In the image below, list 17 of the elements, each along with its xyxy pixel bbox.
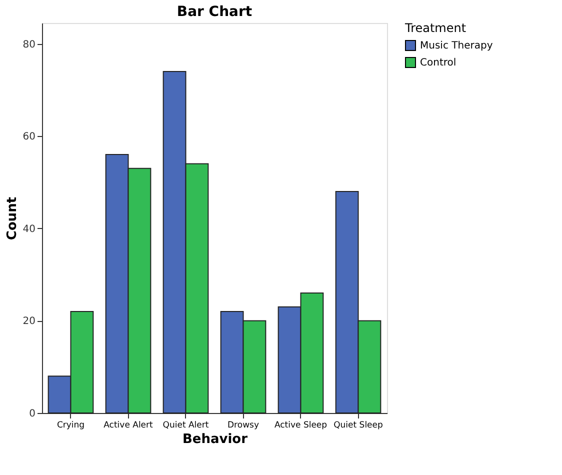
y-tick-label: 80 [22,39,36,50]
y-tick-label: 0 [29,408,36,420]
legend-label: Music Therapy [420,40,493,52]
x-tick-label: Active Alert [104,420,154,430]
legend-label: Control [420,58,456,68]
x-tick-label: Quiet Sleep [334,420,383,430]
y-tick-label: 20 [22,316,36,328]
x-tick-label: Quiet Alert [162,420,210,430]
x-tick-label: Active Sleep [274,420,328,430]
y-tick-label: 40 [22,224,36,235]
chart-title: Bar Chart [176,4,252,20]
y-axis-title: Count [4,196,20,240]
x-axis-title: Behavior [182,432,248,447]
x-tick-label: Crying [56,420,85,430]
x-tick-label: Drowsy [228,420,259,430]
y-tick-label: 60 [22,132,36,143]
legend-title: Treatment [404,21,466,35]
